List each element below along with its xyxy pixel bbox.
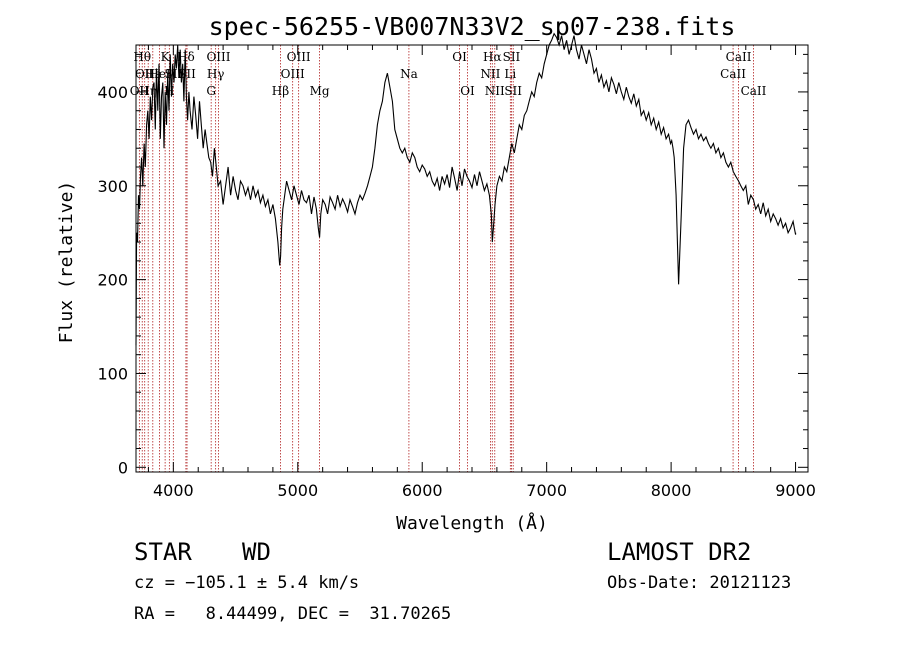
x-axis-label: Wavelength (Å) — [396, 512, 548, 534]
line-label-15: OIII — [281, 67, 305, 81]
redshift-cz: cz = −105.1 ± 5.4 km/s — [134, 573, 360, 593]
line-label-17: Mg — [310, 84, 330, 98]
y-tick-label-0: 0 — [118, 458, 128, 477]
y-tick-label-2: 200 — [97, 271, 128, 290]
coordinates: RA = 8.44499, DEC = 31.70265 — [134, 604, 452, 624]
x-tick-label-3: 7000 — [526, 481, 567, 500]
y-axis-ticks: 0 100 200 300 400 — [97, 53, 808, 477]
line-label-28: CaII — [726, 50, 752, 64]
line-label-16: OIII — [287, 50, 311, 64]
line-label-26: SII — [504, 84, 522, 98]
spectrum-line — [135, 32, 797, 346]
line-label-19: OI — [452, 50, 467, 64]
observation-date: Obs-Date: 20121123 — [607, 573, 792, 593]
x-tick-label-4: 8000 — [651, 481, 692, 500]
line-label-11: G — [206, 84, 216, 98]
line-label-20: OI — [460, 84, 475, 98]
line-label-23: NII — [485, 84, 505, 98]
line-label-29: CaII — [741, 84, 767, 98]
line-label-14: Hβ — [272, 84, 289, 98]
x-tick-label-2: 6000 — [402, 481, 443, 500]
line-label-21: NII — [480, 67, 500, 81]
plot-frame — [135, 44, 809, 473]
object-subclass: WD — [242, 538, 271, 566]
chart-title: spec-56255-VB007N33V2_sp07-238.fits — [209, 12, 736, 41]
object-class: STAR — [134, 538, 192, 566]
x-tick-label-5: 9000 — [775, 481, 816, 500]
spectral-line-labels: OIIHθOIIHηHεHeIKHSIIHδSIIGHγOIIIHβOIIIOI… — [130, 50, 767, 98]
y-tick-label-4: 400 — [97, 83, 128, 102]
line-label-18: Na — [400, 67, 418, 81]
line-label-24: Li — [504, 67, 516, 81]
line-label-1: Hθ — [133, 50, 151, 64]
line-label-0: OII — [130, 84, 150, 98]
line-label-6: K — [161, 50, 171, 64]
y-axis-label: Flux (relative) — [56, 181, 77, 344]
spectral-line-markers — [138, 45, 754, 472]
line-label-27: CaII — [720, 67, 746, 81]
x-tick-label-1: 5000 — [277, 481, 318, 500]
line-label-22: Hα — [483, 50, 502, 64]
y-tick-label-1: 100 — [97, 364, 128, 383]
x-axis-ticks: 4000 5000 6000 7000 8000 9000 — [147, 45, 816, 500]
line-label-13: OIII — [206, 50, 230, 64]
survey-name: LAMOST DR2 — [607, 538, 752, 566]
y-tick-label-3: 300 — [97, 177, 128, 196]
line-label-2: OII — [135, 67, 155, 81]
x-tick-label-0: 4000 — [153, 481, 194, 500]
line-label-25: SII — [503, 50, 521, 64]
line-label-12: Hγ — [207, 67, 225, 81]
